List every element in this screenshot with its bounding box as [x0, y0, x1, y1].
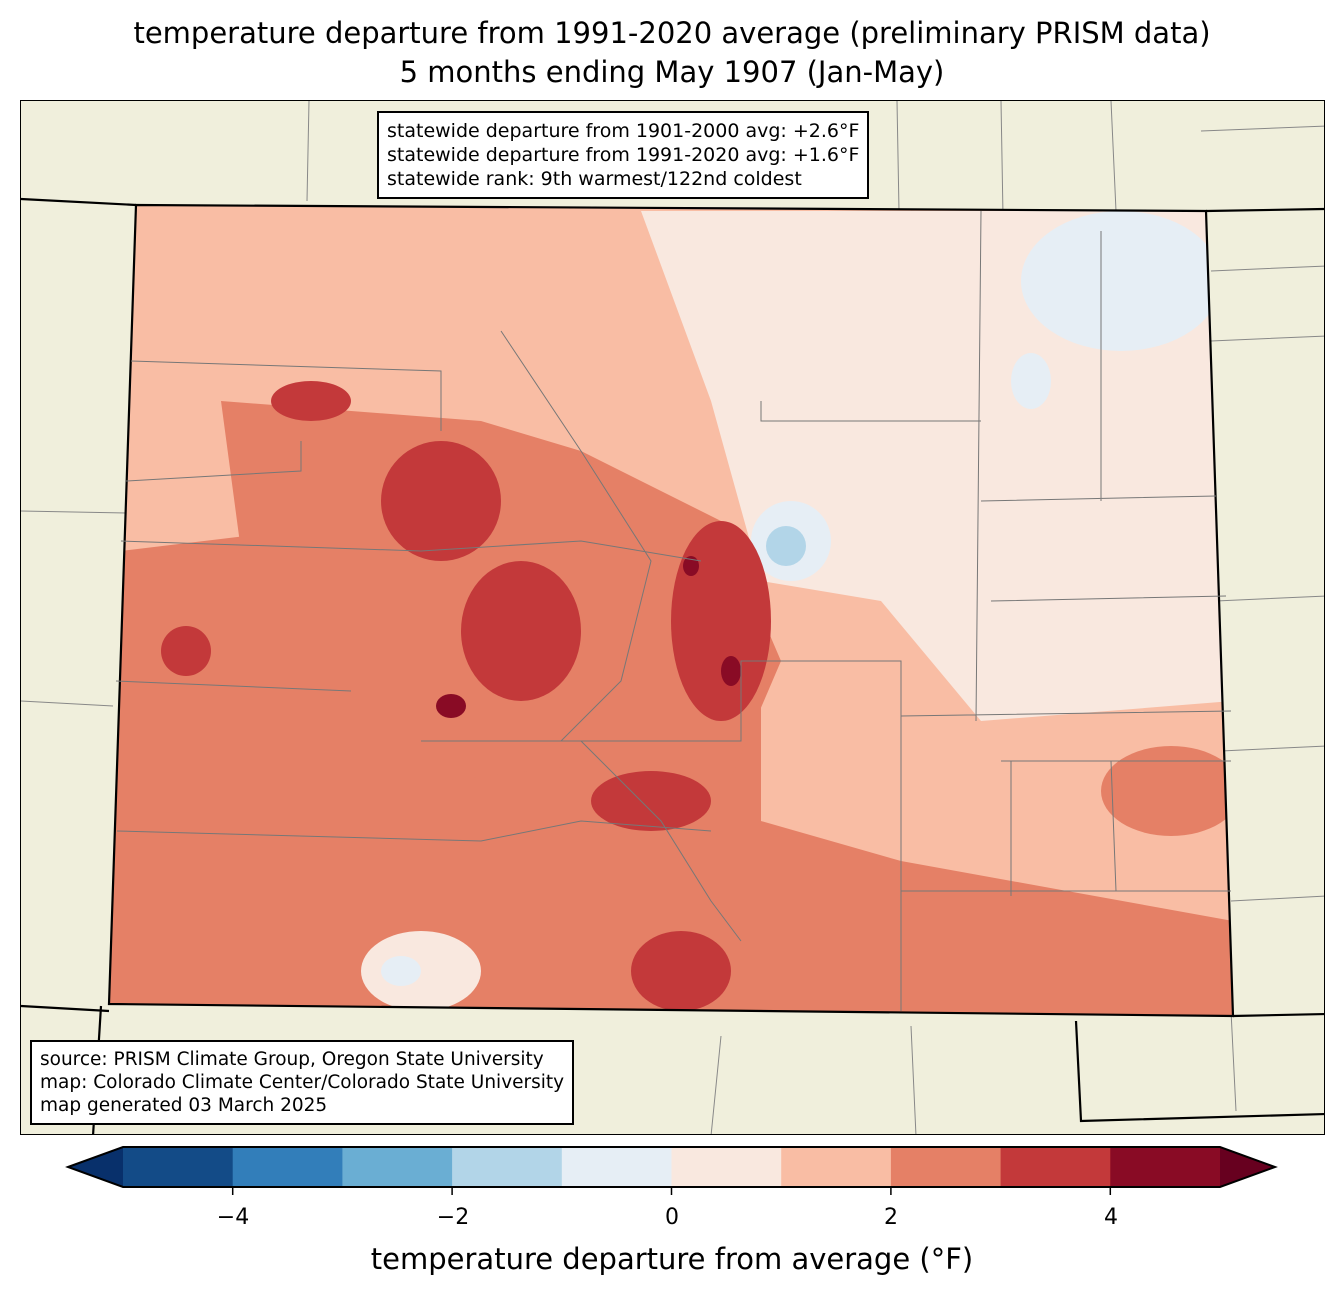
colorbar-segment: [1000, 1147, 1111, 1187]
statewide-stats-box: statewide departure from 1901-2000 avg: …: [377, 111, 870, 199]
colorado-map: [21, 101, 1324, 1134]
colorbar-tick: 2: [884, 1205, 898, 1230]
title-line2: 5 months ending May 1907 (Jan-May): [399, 55, 945, 89]
colorbar-tick: 4: [1104, 1205, 1118, 1230]
colorbar-extend-high: [1220, 1147, 1275, 1187]
stat-departure-1991-2020: statewide departure from 1991-2020 avg: …: [387, 144, 860, 166]
colorbar-segment: [671, 1147, 782, 1187]
title-line1: temperature departure from 1991-2020 ave…: [133, 16, 1211, 50]
colorado-border: [107, 203, 1235, 1018]
colorbar-segment: [232, 1147, 343, 1187]
county-lines: [115, 210, 1232, 1011]
neighbor-borders: [21, 101, 1324, 1134]
colorbar-segment: [342, 1147, 453, 1187]
colorbar-segment: [1110, 1147, 1221, 1187]
colorbar-segment: [123, 1147, 234, 1187]
source-line: source: PRISM Climate Group, Oregon Stat…: [40, 1049, 544, 1070]
colorbar-segment: [890, 1147, 1002, 1187]
colorbar-segment: [781, 1147, 892, 1187]
temperature-field: [109, 205, 1233, 1016]
colorbar-extend-low: [68, 1147, 123, 1187]
colorbar-tick: −2: [436, 1205, 470, 1230]
stat-departure-1901-2000: statewide departure from 1901-2000 avg: …: [387, 120, 860, 142]
colorbar-label: temperature departure from average (°F): [370, 1242, 974, 1276]
state-borders: [21, 197, 1324, 1134]
colorbar-segment: [452, 1147, 563, 1187]
map-credit-line: map: Colorado Climate Center/Colorado St…: [40, 1072, 565, 1093]
source-box: source: PRISM Climate Group, Oregon Stat…: [30, 1040, 575, 1125]
colorbar-outline: [65, 1146, 1278, 1188]
colorbar: [65, 1146, 1278, 1195]
map-panel: [20, 100, 1325, 1135]
generated-date-line: map generated 03 March 2025: [40, 1095, 328, 1116]
stat-rank: statewide rank: 9th warmest/122nd coldes…: [387, 168, 802, 190]
colorbar-tick: 0: [665, 1205, 679, 1230]
colorbar-segment: [561, 1147, 672, 1187]
colorbar-tick: −4: [216, 1205, 250, 1230]
